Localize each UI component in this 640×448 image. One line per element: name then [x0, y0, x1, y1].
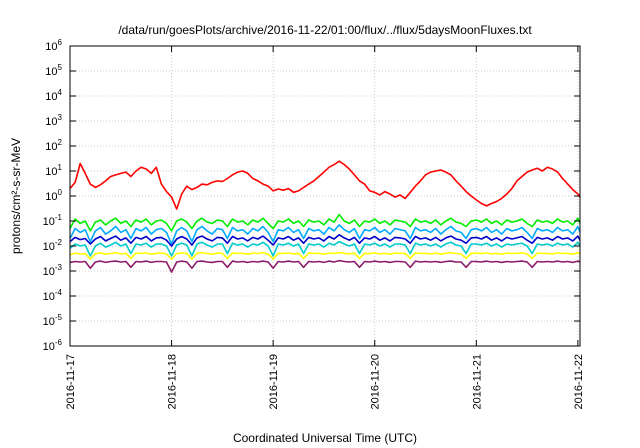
y-tick-base: 10: [43, 266, 55, 278]
y-tick-exponent: -6: [55, 338, 63, 347]
series-group: [69, 160, 581, 273]
y-tick-label: 103: [45, 113, 62, 128]
y-tick-exponent: 6: [58, 38, 63, 47]
x-tick-label: 2016-11-21: [471, 354, 483, 409]
y-tick-label: 10-3: [43, 263, 63, 278]
y-tick-exponent: 5: [58, 63, 63, 72]
y-tick-label: 101: [45, 163, 62, 178]
y-tick-exponent: -2: [55, 238, 63, 247]
y-tick-exponent: 4: [58, 88, 63, 97]
x-tick-label: 2016-11-19: [268, 354, 280, 409]
x-tick-label: 2016-11-17: [65, 354, 77, 409]
chart-title: /data/run/goesPlots/archive/2016-11-22/0…: [118, 23, 532, 37]
y-tick-exponent: 2: [58, 138, 63, 147]
y-tick-base: 10: [45, 116, 57, 128]
y-tick-label: 10-4: [43, 288, 63, 303]
series-line-5: [69, 240, 581, 257]
x-tick-label: 2016-11-18: [167, 354, 179, 409]
y-tick-label: 105: [45, 63, 62, 78]
y-tick-label: 10-1: [43, 213, 63, 228]
y-tick-label: 106: [45, 38, 62, 53]
y-tick-label: 100: [45, 188, 62, 203]
y-tick-base: 10: [45, 191, 57, 203]
y-tick-label: 104: [45, 88, 62, 103]
x-tick-label: 2016-11-20: [370, 354, 382, 409]
y-tick-base: 10: [45, 66, 57, 78]
y-tick-label: 10-2: [43, 238, 63, 253]
y-tick-base: 10: [45, 41, 57, 53]
series-line-7: [69, 259, 581, 273]
x-axis: 2016-11-17 2016-11-18 2016-11-19 2016-11-20…: [65, 46, 585, 409]
y-tick-base: 10: [43, 316, 55, 328]
y-tick-exponent: 1: [58, 163, 63, 172]
series-line-6: [69, 251, 581, 260]
y-tick-exponent: 0: [58, 188, 63, 197]
y-tick-base: 10: [43, 291, 55, 303]
y-tick-exponent: -3: [55, 263, 63, 272]
y-tick-label: 10-6: [43, 338, 63, 353]
y-tick-base: 10: [45, 166, 57, 178]
y-tick-exponent: -5: [55, 313, 63, 322]
y-tick-label: 10-5: [43, 313, 63, 328]
x-tick-label: 2016-11-22: [573, 354, 585, 409]
x-axis-label: Coordinated Universal Time (UTC): [233, 431, 417, 445]
y-tick-base: 10: [43, 241, 55, 253]
y-tick-base: 10: [45, 141, 57, 153]
y-tick-base: 10: [43, 341, 55, 353]
series-line-3: [69, 224, 581, 245]
y-axis-label: protons/cm²-s-sr-MeV: [9, 138, 23, 254]
y-tick-base: 10: [43, 216, 55, 228]
y-axis: 10-610-510-410-310-210-11001011021031041…: [43, 38, 580, 353]
series-line-4: [69, 234, 581, 247]
y-tick-label: 102: [45, 138, 62, 153]
series-line-1: [69, 160, 581, 210]
y-tick-exponent: 3: [58, 113, 63, 122]
y-tick-exponent: -1: [55, 213, 63, 222]
series-line-2: [69, 213, 581, 232]
y-tick-base: 10: [45, 91, 57, 103]
y-tick-exponent: -4: [55, 288, 63, 297]
